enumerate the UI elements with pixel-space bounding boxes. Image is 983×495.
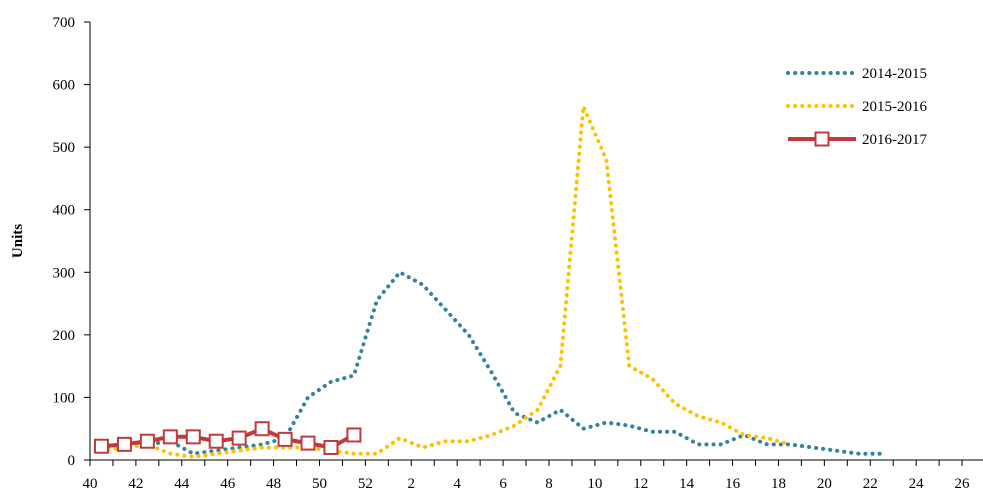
x-tick-label: 4 <box>453 476 461 492</box>
y-tick-label: 100 <box>53 390 76 406</box>
x-tick-label: 52 <box>358 476 373 492</box>
series-point-marker <box>323 439 339 455</box>
series-line-2016-2017 <box>101 426 355 450</box>
x-tick-label: 26 <box>955 476 971 492</box>
legend: 2014-2015 2015-2016 2016-2017 <box>786 66 927 148</box>
y-axis-ticks: 0 100 200 300 400 500 600 700 <box>53 15 90 469</box>
series-point-marker <box>116 436 132 452</box>
y-tick-label: 0 <box>68 453 76 469</box>
x-tick-label: 6 <box>499 476 507 492</box>
series-point-marker <box>254 421 270 437</box>
y-tick-label: 500 <box>53 140 76 156</box>
series-point-marker <box>139 433 155 449</box>
x-tick-label: 18 <box>771 476 786 492</box>
x-tick-label: 14 <box>679 476 695 492</box>
series-point-marker <box>300 435 316 451</box>
y-tick-label: 600 <box>53 78 76 94</box>
x-tick-label: 48 <box>266 476 281 492</box>
y-tick-label: 400 <box>53 203 76 219</box>
y-tick-label: 700 <box>53 15 76 31</box>
series-point-marker <box>277 431 293 447</box>
y-axis-title: Units <box>10 224 26 258</box>
x-tick-label: 40 <box>83 476 98 492</box>
series-point-marker <box>208 433 224 449</box>
x-tick-label: 42 <box>128 476 143 492</box>
series-line-2015-2016 <box>99 104 792 459</box>
x-tick-label: 22 <box>863 476 878 492</box>
x-tick-label: 20 <box>817 476 832 492</box>
series-point-marker <box>162 429 178 445</box>
x-tick-label: 8 <box>545 476 553 492</box>
x-tick-label: 2 <box>408 476 416 492</box>
series-point-marker <box>346 427 362 443</box>
x-tick-label: 10 <box>587 476 602 492</box>
legend-label: 2015-2016 <box>862 99 927 115</box>
series-point-marker <box>185 429 201 445</box>
series-point-marker <box>93 438 109 454</box>
x-tick-label: 50 <box>312 476 327 492</box>
series-layer <box>93 104 884 459</box>
x-tick-label: 24 <box>909 476 925 492</box>
x-tick-label: 44 <box>174 476 190 492</box>
x-tick-label: 16 <box>725 476 741 492</box>
x-tick-label: 46 <box>220 476 236 492</box>
legend-label: 2014-2015 <box>862 66 927 82</box>
series-point-marker <box>231 430 247 446</box>
legend-marker <box>814 131 830 147</box>
y-tick-label: 200 <box>53 328 76 344</box>
y-tick-label: 300 <box>53 265 76 281</box>
series-line-2014-2015 <box>99 270 884 456</box>
x-tick-label: 12 <box>633 476 648 492</box>
legend-label: 2016-2017 <box>862 132 927 148</box>
x-axis-ticks: 40 42 44 46 48 50 52 2 4 6 8 10 12 14 16 18 20 22 24 26 <box>83 460 971 492</box>
